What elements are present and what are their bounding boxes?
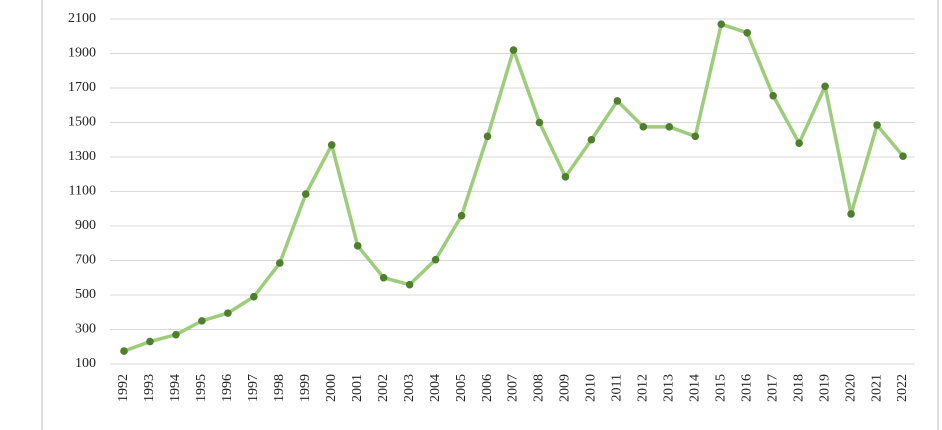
x-tick-label: 2003 [402, 374, 417, 402]
x-tick-label: 2004 [428, 374, 443, 402]
data-point [327, 141, 336, 149]
y-tick-label: 700 [75, 253, 96, 268]
data-point [847, 210, 855, 218]
data-point [743, 29, 751, 37]
x-tick-label: 2020 [843, 374, 858, 402]
data-point [301, 190, 310, 198]
x-tick-label: 2000 [324, 374, 339, 402]
data-point [379, 273, 388, 282]
data-point [483, 132, 492, 141]
data-point [509, 46, 518, 54]
x-tick-label: 2014 [687, 374, 702, 402]
data-point [613, 97, 622, 105]
data-point [561, 173, 570, 181]
x-tick-label: 2007 [506, 374, 521, 402]
x-tick-label: 1997 [246, 374, 261, 402]
y-tick-label: 100 [75, 356, 96, 371]
data-point [535, 118, 544, 127]
data-point [146, 337, 154, 346]
data-line [123, 22, 905, 353]
data-point [172, 330, 180, 339]
data-point [769, 91, 777, 100]
data-point [665, 123, 674, 131]
data-point [717, 20, 726, 28]
y-tick-label: 500 [75, 287, 96, 302]
x-tick-label: 2018 [791, 374, 806, 402]
x-tick-label: 2011 [610, 374, 625, 401]
x-tick-label: 1995 [194, 374, 209, 402]
x-tick-label: 2012 [636, 374, 651, 402]
data-point [120, 347, 128, 355]
x-tick-label: 2015 [713, 374, 728, 402]
x-tick-label: 2009 [558, 374, 573, 402]
x-tick-label: 1998 [272, 374, 287, 402]
y-tick-label: 300 [75, 322, 96, 337]
y-tick-label: 1100 [69, 184, 96, 199]
data-point [873, 121, 881, 129]
x-tick-label: 2010 [584, 374, 599, 402]
x-tick-label: 1994 [168, 374, 183, 402]
y-tick-label: 1300 [68, 149, 96, 164]
y-tick-label: 1500 [68, 115, 96, 130]
data-point [795, 139, 803, 147]
data-point [353, 242, 362, 250]
x-tick-label: 1993 [142, 374, 157, 402]
x-tick-label: 2008 [532, 374, 547, 402]
x-tick-label: 2021 [869, 374, 884, 402]
data-point [405, 280, 414, 289]
x-tick-label: 2002 [376, 374, 391, 402]
data-point [431, 255, 440, 264]
x-tick-label: 1992 [116, 374, 131, 402]
x-tick-label: 2006 [480, 374, 495, 402]
x-tick-label: 2019 [817, 374, 832, 402]
x-tick-label: 2001 [350, 374, 365, 402]
data-point [821, 82, 829, 91]
y-tick-label: 1700 [68, 80, 96, 95]
x-tick-label: 1999 [298, 374, 313, 402]
x-tick-label: 2016 [739, 374, 754, 402]
data-point [639, 123, 648, 131]
x-tick-label: 1996 [220, 374, 235, 402]
x-tick-label: 2022 [895, 374, 910, 402]
data-point [899, 152, 907, 160]
data-point [587, 135, 596, 144]
y-tick-label: 2100 [68, 11, 96, 26]
y-tick-label: 1900 [68, 46, 96, 61]
data-point [457, 211, 466, 220]
y-tick-label: 900 [75, 218, 96, 233]
data-point [691, 132, 700, 141]
data-point [224, 309, 232, 317]
x-tick-label: 2005 [454, 374, 469, 402]
x-tick-label: 2013 [662, 374, 677, 402]
data-point [198, 317, 206, 325]
data-point [250, 292, 258, 301]
data-point [276, 259, 284, 267]
x-tick-label: 2017 [765, 374, 780, 402]
